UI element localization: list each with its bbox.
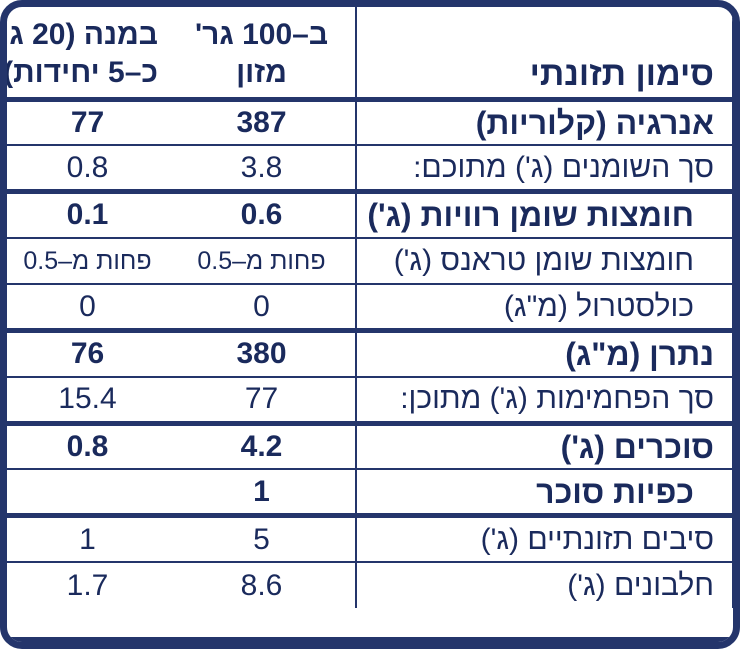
cholesterol-per100: 0 bbox=[168, 284, 357, 334]
sugar-teaspoons-label: כפיות סוכר bbox=[356, 469, 733, 519]
protein-label: חלבונים (ג') bbox=[356, 561, 733, 609]
carbohydrates-per100: 77 bbox=[168, 376, 357, 426]
row-protein: 1.7 8.6 חלבונים (ג') bbox=[7, 561, 733, 609]
sugars-label: סוכרים (ג') bbox=[356, 423, 733, 471]
total-fat-per100: 3.8 bbox=[168, 145, 357, 195]
trans-fat-portion: פחות מ–0.5 bbox=[7, 237, 168, 286]
energy-label: אנרגיה (קלוריות) bbox=[356, 99, 733, 147]
energy-per100: 387 bbox=[168, 99, 357, 147]
header-portion-line1: במנה (20 גר', bbox=[7, 18, 158, 52]
header-portion-line2: כ–5 יחידות) bbox=[7, 55, 158, 89]
cholesterol-label: כולסטרול (מ"ג) bbox=[356, 284, 733, 334]
sugar-teaspoons-portion bbox=[7, 469, 168, 519]
dietary-fiber-portion: 1 bbox=[7, 515, 168, 563]
row-cholesterol: 0 0 כולסטרול (מ"ג) bbox=[7, 284, 733, 334]
sugars-per100: 4.2 bbox=[168, 423, 357, 471]
nutrition-table: במנה (20 גר', כ–5 יחידות) ב–100 גר' מזון… bbox=[7, 7, 733, 609]
header-title: סימון תזונתי bbox=[356, 7, 733, 102]
cholesterol-portion: 0 bbox=[7, 284, 168, 334]
header-per100-line1: ב–100 גר' bbox=[194, 18, 329, 52]
row-dietary-fiber: 1 5 סיבים תזונתיים (ג') bbox=[7, 515, 733, 563]
carbohydrates-label: סך הפחמימות (ג') מתוכן: bbox=[356, 376, 733, 426]
header-portion: במנה (20 גר', כ–5 יחידות) bbox=[7, 7, 168, 102]
row-sugar-teaspoons: 1 כפיות סוכר bbox=[7, 469, 733, 519]
dietary-fiber-label: סיבים תזונתיים (ג') bbox=[356, 515, 733, 563]
header-per100: ב–100 גר' מזון bbox=[168, 7, 357, 102]
saturated-fat-label: חומצות שומן רוויות (ג') bbox=[356, 191, 733, 239]
sugars-portion: 0.8 bbox=[7, 423, 168, 471]
header-row: במנה (20 גר', כ–5 יחידות) ב–100 גר' מזון… bbox=[7, 7, 733, 102]
saturated-fat-per100: 0.6 bbox=[168, 191, 357, 239]
trans-fat-per100: פחות מ–0.5 bbox=[168, 237, 357, 286]
saturated-fat-portion: 0.1 bbox=[7, 191, 168, 239]
sodium-per100: 380 bbox=[168, 330, 357, 378]
row-total-fat: 0.8 3.8 סך השומנים (ג') מתוכם: bbox=[7, 145, 733, 195]
protein-per100: 8.6 bbox=[168, 561, 357, 609]
dietary-fiber-per100: 5 bbox=[168, 515, 357, 563]
energy-portion: 77 bbox=[7, 99, 168, 147]
row-sodium: 76 380 נתרן (מ"ג) bbox=[7, 330, 733, 378]
sodium-label: נתרן (מ"ג) bbox=[356, 330, 733, 378]
row-energy: 77 387 אנרגיה (קלוריות) bbox=[7, 99, 733, 147]
row-carbohydrates: 15.4 77 סך הפחמימות (ג') מתוכן: bbox=[7, 376, 733, 426]
sodium-portion: 76 bbox=[7, 330, 168, 378]
row-sugars: 0.8 4.2 סוכרים (ג') bbox=[7, 423, 733, 471]
row-saturated-fat: 0.1 0.6 חומצות שומן רוויות (ג') bbox=[7, 191, 733, 239]
protein-portion: 1.7 bbox=[66, 568, 109, 602]
total-fat-portion: 0.8 bbox=[7, 145, 168, 195]
sugar-teaspoons-per100: 1 bbox=[168, 469, 357, 519]
trans-fat-label: חומצות שומן טראנס (ג') bbox=[356, 237, 733, 286]
header-per100-line2: מזון bbox=[236, 55, 287, 89]
row-trans-fat: פחות מ–0.5 פחות מ–0.5 חומצות שומן טראנס … bbox=[7, 237, 733, 286]
total-fat-label: סך השומנים (ג') מתוכם: bbox=[356, 145, 733, 195]
carbohydrates-portion: 15.4 bbox=[7, 376, 168, 426]
